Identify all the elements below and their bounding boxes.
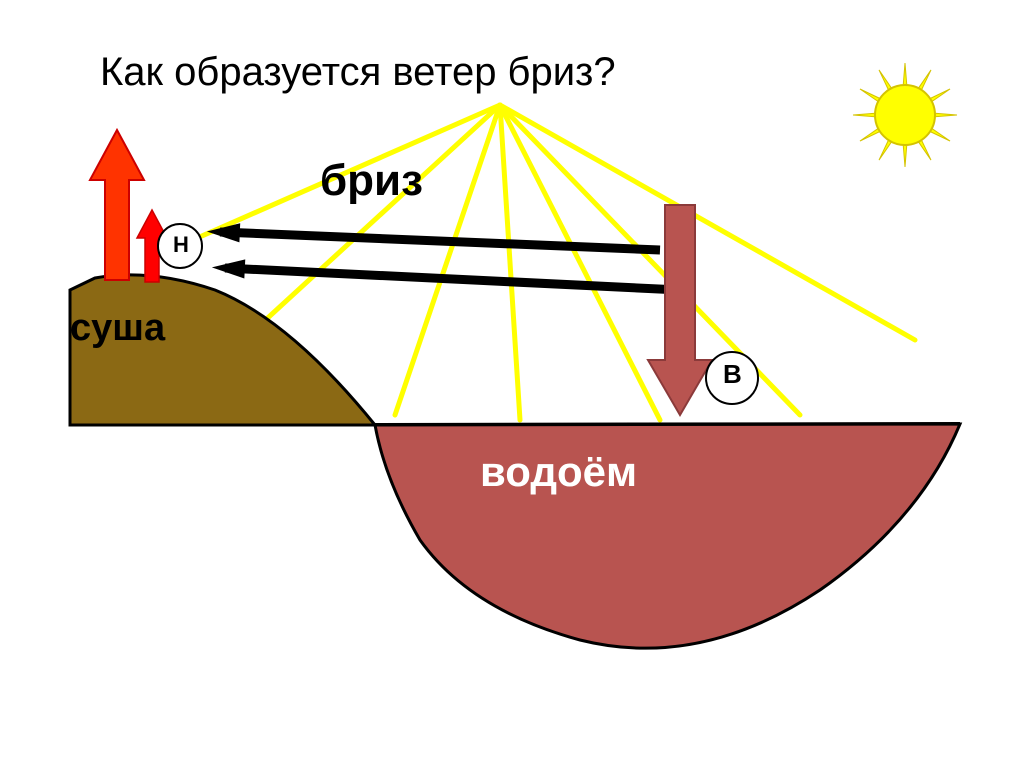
land-label: суша (70, 307, 165, 350)
high-pressure-label: В (723, 359, 742, 390)
sun-icon (853, 63, 957, 167)
wind-arrow-icon (207, 223, 660, 250)
diagram-canvas (0, 0, 1024, 767)
arrow-up-icon (90, 130, 144, 280)
arrow-down-icon (648, 205, 712, 415)
water-label: водоём (480, 448, 637, 496)
water-shape (375, 424, 960, 648)
page-title: Как образуется ветер бриз? (100, 50, 616, 95)
breeze-label: бриз (320, 156, 423, 206)
low-pressure-label: Н (173, 232, 189, 258)
